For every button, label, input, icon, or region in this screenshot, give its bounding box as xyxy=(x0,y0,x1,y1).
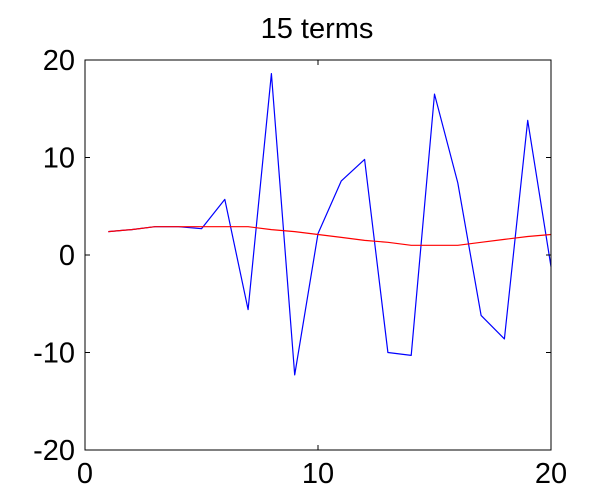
plot-area-frame xyxy=(84,59,552,451)
x-tick-label: 0 xyxy=(77,458,93,490)
series-layer xyxy=(108,72,552,376)
series-line-2 xyxy=(108,226,552,246)
x-tick-label: 20 xyxy=(535,458,567,490)
y-tick-label: -20 xyxy=(33,435,75,467)
y-tick-label: 10 xyxy=(43,143,75,175)
chart-title: 15 terms xyxy=(261,13,374,45)
series-line-1 xyxy=(108,72,552,376)
y-tick-label: 0 xyxy=(59,240,75,272)
x-tick-label: 10 xyxy=(302,458,334,490)
y-tick-label: 20 xyxy=(43,45,75,77)
axis-layer: -20 -10 0 10 20 0 10 20 xyxy=(33,45,567,490)
y-tick-label: -10 xyxy=(33,338,75,370)
